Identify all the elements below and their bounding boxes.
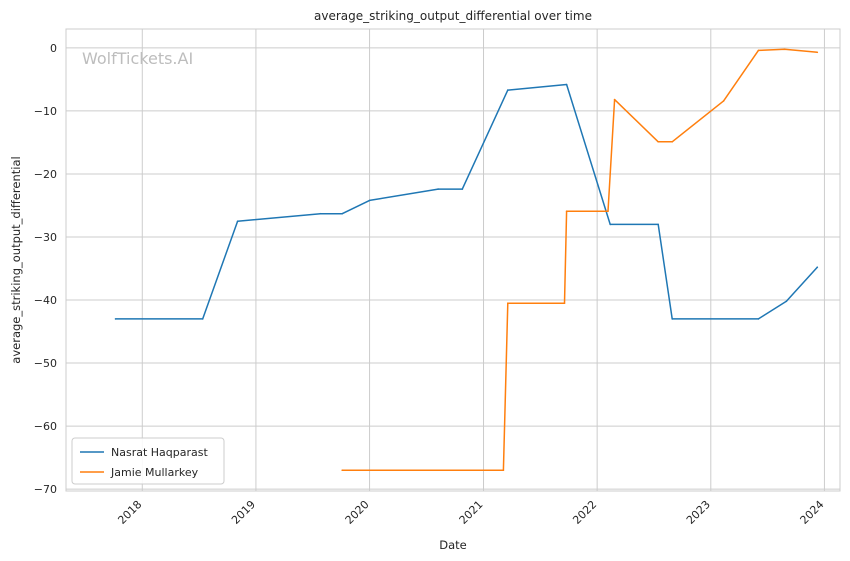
- x-tick-label: 2022: [570, 498, 599, 527]
- data-point-jamie-mullarkey: [502, 469, 505, 472]
- legend-box: [71, 437, 225, 485]
- legend-label-nasrat-haqparast: Nasrat Haqparast: [111, 446, 208, 459]
- y-tick-label: −70: [34, 483, 57, 496]
- x-tick-label: 2018: [115, 498, 144, 527]
- data-point-nasrat-haqparast: [507, 89, 509, 91]
- data-point-jamie-mullarkey: [657, 141, 659, 143]
- y-tick-label: −60: [34, 420, 57, 433]
- data-point-jamie-mullarkey: [722, 100, 725, 102]
- y-tick-label: −10: [34, 105, 57, 118]
- data-point-nasrat-haqparast: [609, 223, 611, 226]
- data-point-jamie-mullarkey: [565, 210, 568, 212]
- data-point-nasrat-haqparast: [657, 223, 659, 226]
- data-point-jamie-mullarkey: [607, 210, 609, 212]
- grid: [66, 29, 840, 491]
- data-point-nasrat-haqparast: [368, 199, 371, 202]
- data-point-jamie-mullarkey: [563, 302, 566, 305]
- data-point-jamie-mullarkey: [341, 469, 344, 472]
- data-point-jamie-mullarkey: [507, 302, 509, 305]
- x-axis-label: Date: [439, 538, 467, 552]
- data-point-nasrat-haqparast: [565, 83, 568, 86]
- y-tick-label: 0: [50, 42, 57, 55]
- legend-label-jamie-mullarkey: Jamie Mullarkey: [110, 466, 199, 479]
- x-tick-label: 2021: [457, 498, 486, 527]
- y-tick-label: −30: [34, 231, 57, 244]
- data-point-nasrat-haqparast: [341, 212, 344, 215]
- series-line-nasrat-haqparast: [115, 83, 818, 320]
- data-point-nasrat-haqparast: [757, 318, 760, 320]
- data-point-jamie-mullarkey: [816, 51, 819, 54]
- data-point-nasrat-haqparast: [461, 188, 464, 190]
- watermark: WolfTickets.AI: [82, 49, 193, 68]
- data-point-nasrat-haqparast: [816, 266, 819, 269]
- x-tick-label: 2019: [229, 498, 258, 527]
- data-point-nasrat-haqparast: [319, 212, 322, 215]
- data-point-jamie-mullarkey: [671, 141, 673, 143]
- data-point-nasrat-haqparast: [114, 318, 117, 320]
- y-tick-label: −40: [34, 294, 57, 307]
- data-point-nasrat-haqparast: [236, 220, 239, 222]
- data-point-nasrat-haqparast: [201, 318, 204, 320]
- chart-title: average_striking_output_differential ove…: [314, 9, 592, 23]
- data-point-jamie-mullarkey: [783, 48, 786, 50]
- legend: Nasrat Haqparast Jamie Mullarkey: [71, 437, 225, 485]
- data-point-nasrat-haqparast: [437, 188, 439, 190]
- series-layer: [114, 48, 819, 472]
- data-point-nasrat-haqparast: [785, 300, 788, 303]
- x-tick-label: 2024: [798, 498, 827, 527]
- y-tick-label: −50: [34, 357, 57, 370]
- y-axis-label: average_striking_output_differential: [9, 156, 23, 363]
- data-point-nasrat-haqparast: [671, 318, 673, 320]
- x-tick-label: 2023: [684, 498, 713, 527]
- data-point-jamie-mullarkey: [613, 98, 616, 101]
- y-tick-label: −20: [34, 168, 57, 181]
- data-point-jamie-mullarkey: [757, 49, 760, 52]
- x-tick-label: 2020: [343, 498, 372, 527]
- plot-area: [65, 28, 841, 492]
